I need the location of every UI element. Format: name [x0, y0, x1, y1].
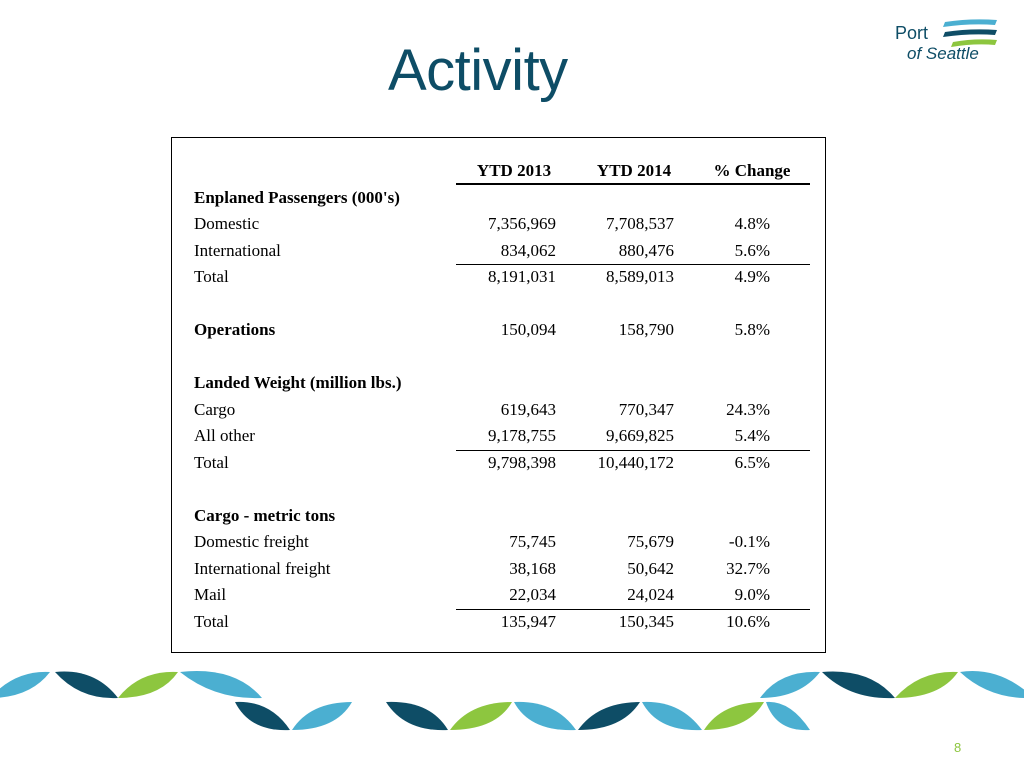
row-label: International freight: [194, 558, 331, 578]
table-row: Total 9,798,398 10,440,172 6.5%: [194, 449, 810, 477]
row-percent-change: -0.1%: [728, 532, 770, 551]
header-ytd-2013: YTD 2013: [476, 161, 552, 180]
slide-title: Activity: [388, 38, 568, 103]
row-label: Domestic: [194, 214, 260, 233]
row-ytd-2014: 9,669,825: [606, 426, 674, 445]
row-label: All other: [194, 426, 255, 445]
total-rule: [456, 449, 810, 451]
row-ytd-2013: 150,094: [500, 320, 556, 339]
table-spacer-row: [194, 344, 808, 371]
row-ytd-2014: 50,642: [627, 558, 674, 578]
table-row: International freight 38,168 50,642 32.7%: [194, 556, 808, 583]
header-underline: [456, 183, 810, 185]
row-ytd-2013: 834,062: [500, 240, 556, 260]
table-spacer-row: [194, 476, 808, 503]
table-row: Enplaned Passengers (000's): [194, 185, 808, 212]
row-label: Operations: [194, 320, 276, 339]
activity-table: YTD 2013 YTD 2014 % Change Enplaned Pass…: [194, 158, 810, 636]
table-spacer-row: [194, 291, 808, 318]
row-ytd-2014: 770,347: [618, 399, 674, 419]
table-row: Mail 22,034 24,024 9.0%: [194, 582, 808, 609]
row-label: Total: [194, 611, 229, 631]
row-ytd-2014: 150,345: [618, 611, 674, 631]
table-row: Landed Weight (million lbs.): [194, 370, 808, 397]
table-row: International 834,062 880,476 5.6%: [194, 238, 808, 265]
row-percent-change: 4.8%: [734, 214, 770, 233]
row-percent-change: 9.0%: [734, 585, 770, 604]
row-ytd-2014: 75,679: [627, 532, 674, 551]
row-percent-change: 6.5%: [734, 452, 770, 472]
row-ytd-2013: 7,356,969: [488, 214, 556, 233]
table-row: Total 8,191,031 8,589,013 4.9%: [194, 264, 810, 291]
table-row: Cargo 619,643 770,347 24.3%: [194, 397, 808, 424]
row-ytd-2013: 22,034: [509, 585, 556, 604]
row-label: Total: [194, 267, 229, 286]
row-ytd-2013: 9,178,755: [488, 426, 556, 445]
row-label: Total: [194, 452, 229, 472]
table-row: Domestic 7,356,969 7,708,537 4.8%: [194, 211, 808, 238]
row-label: Mail: [194, 585, 227, 604]
row-percent-change: 32.7%: [726, 558, 770, 578]
table-row: All other 9,178,755 9,669,825 5.4%: [194, 423, 808, 450]
row-ytd-2013: 8,191,031: [488, 267, 556, 286]
row-ytd-2014: 7,708,537: [606, 214, 674, 233]
row-ytd-2013: 38,168: [509, 558, 556, 578]
row-percent-change: 24.3%: [726, 399, 770, 419]
row-ytd-2014: 158,790: [618, 320, 674, 339]
logo-text-of-seattle: of Seattle: [907, 44, 979, 63]
row-ytd-2014: 10,440,172: [597, 452, 675, 472]
row-label: Enplaned Passengers (000's): [194, 187, 400, 207]
row-percent-change: 10.6%: [726, 611, 770, 631]
row-label: Landed Weight (million lbs.): [194, 373, 402, 392]
row-label: Cargo: [194, 399, 236, 419]
row-percent-change: 5.4%: [734, 426, 770, 445]
row-label: Domestic freight: [194, 532, 309, 551]
row-ytd-2013: 75,745: [509, 532, 556, 551]
row-ytd-2014: 8,589,013: [606, 267, 674, 286]
table-row: Total 135,947 150,345 10.6%: [194, 608, 810, 636]
row-ytd-2013: 9,798,398: [488, 452, 556, 472]
logo-text-port: Port: [895, 23, 929, 43]
row-label: Cargo - metric tons: [194, 505, 336, 525]
row-percent-change: 5.8%: [734, 320, 770, 339]
row-ytd-2013: 619,643: [500, 399, 556, 419]
row-percent-change: 5.6%: [734, 240, 770, 260]
header-percent-change: % Change: [713, 161, 791, 180]
total-rule: [456, 264, 810, 265]
table-row: Operations 150,094 158,790 5.8%: [194, 317, 808, 344]
row-ytd-2013: 135,947: [500, 611, 556, 631]
port-of-seattle-logo: Port of Seattle: [893, 18, 1003, 66]
table-header-row: YTD 2013 YTD 2014 % Change: [194, 158, 808, 185]
row-ytd-2014: 24,024: [627, 585, 674, 604]
row-label: International: [194, 240, 281, 260]
page-number: 8: [954, 740, 962, 755]
table-row: Cargo - metric tons: [194, 503, 808, 530]
total-rule: [456, 608, 810, 610]
header-ytd-2014: YTD 2014: [596, 161, 672, 180]
row-ytd-2014: 880,476: [618, 240, 674, 260]
row-percent-change: 4.9%: [734, 267, 770, 286]
activity-table-box: YTD 2013 YTD 2014 % Change Enplaned Pass…: [171, 137, 826, 653]
table-row: Domestic freight 75,745 75,679 -0.1%: [194, 529, 808, 556]
decorative-wave-pattern: [0, 671, 1024, 731]
